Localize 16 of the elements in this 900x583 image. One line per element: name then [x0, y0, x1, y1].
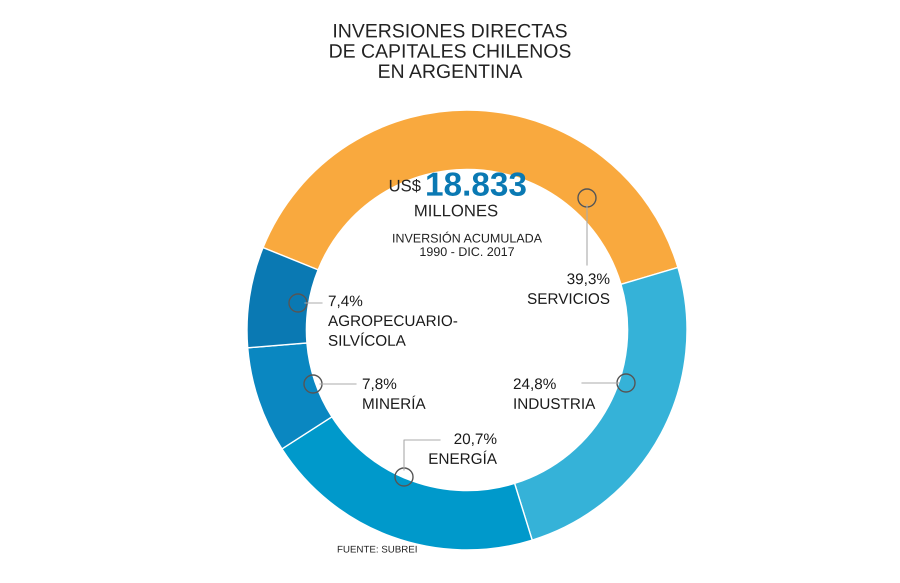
data-label: 24,8%: [514, 378, 556, 392]
text: INVERSIÓN ACUMULADA 1990 - DIC. 2017: [393, 232, 542, 256]
slice-label: ENERGÍA: [429, 450, 497, 464]
text: 18.833: [427, 172, 526, 196]
data-label: 39,3%: [567, 273, 610, 286]
text: US$: [390, 178, 421, 192]
data-label: 7,8%: [362, 378, 396, 392]
data-label: 7,4%: [328, 296, 362, 308]
data-label: 20,7%: [454, 433, 496, 446]
text: MILLONES: [415, 204, 498, 216]
slice-label: SERVICIOS: [528, 293, 610, 304]
source-note: FUENTE: SUBREI: [338, 546, 417, 553]
chart-title: INVERSIONES DIRECTAS DE CAPITALES CHILENOS EN ARGENTINA: [330, 24, 570, 78]
slice-label: INDUSTRIA: [514, 398, 596, 409]
slice-label: MINERÍA: [363, 396, 426, 409]
slice-label: AGROPECUARIO- SILVÍCOLA: [328, 315, 458, 346]
